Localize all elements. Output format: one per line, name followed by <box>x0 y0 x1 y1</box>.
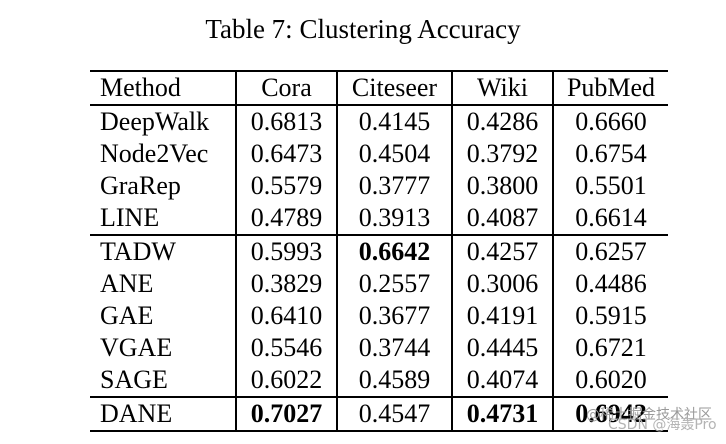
value-cell: 0.3800 <box>452 170 554 202</box>
method-cell: TADW <box>90 235 237 268</box>
table-row: LINE 0.4789 0.3913 0.4087 0.6614 <box>90 202 668 235</box>
value-cell: 0.6022 <box>236 364 338 397</box>
value-cell: 0.4257 <box>452 235 554 268</box>
value-cell: 0.4087 <box>452 202 554 235</box>
clustering-accuracy-table: Method Cora Citeseer Wiki PubMed DeepWalk 0.6… <box>90 70 668 432</box>
value-cell: 0.6754 <box>575 139 647 168</box>
value-cell: 0.6942 <box>575 399 647 428</box>
table-row: DeepWalk 0.6813 0.4145 0.4286 0.6660 <box>90 105 668 138</box>
method-cell: SAGE <box>90 364 237 397</box>
table-row: ANE 0.3829 0.2557 0.3006 0.4486 <box>90 268 668 300</box>
value-cell: 0.6473 <box>236 138 338 170</box>
column-header-pubmed: PubMed <box>566 73 656 102</box>
value-cell: 0.3913 <box>337 202 453 235</box>
value-cell: 0.5546 <box>236 332 338 364</box>
column-header-citeseer: Citeseer <box>337 71 453 105</box>
table-caption: Table 7: Clustering Accuracy <box>205 14 521 44</box>
value-cell: 0.6813 <box>236 105 338 138</box>
method-cell: GAE <box>90 300 237 332</box>
value-cell: 0.4589 <box>337 364 453 397</box>
value-cell: 0.7027 <box>236 397 338 431</box>
method-cell: GraRep <box>90 170 237 202</box>
value-cell: 0.2557 <box>337 268 453 300</box>
value-cell: 0.4486 <box>575 269 647 298</box>
column-header-cora: Cora <box>236 71 338 105</box>
table-row: DANE 0.7027 0.4547 0.4731 0.6942 <box>90 397 668 431</box>
value-cell: 0.6721 <box>575 333 647 362</box>
value-cell: 0.5993 <box>236 235 338 268</box>
value-cell: 0.5915 <box>575 301 647 330</box>
value-cell: 0.5501 <box>575 171 647 200</box>
value-cell: 0.4191 <box>452 300 554 332</box>
value-cell: 0.4074 <box>452 364 554 397</box>
method-cell: VGAE <box>90 332 237 364</box>
value-cell: 0.3829 <box>236 268 338 300</box>
method-cell: LINE <box>90 202 237 235</box>
table-row: SAGE 0.6022 0.4589 0.4074 0.6020 <box>90 364 668 397</box>
value-cell: 0.4445 <box>452 332 554 364</box>
table-header-row: Method Cora Citeseer Wiki PubMed <box>90 71 668 105</box>
value-cell: 0.3677 <box>337 300 453 332</box>
method-cell: ANE <box>90 268 237 300</box>
value-cell: 0.6410 <box>236 300 338 332</box>
value-cell: 0.3744 <box>337 332 453 364</box>
value-cell: 0.6642 <box>337 235 453 268</box>
method-cell: DANE <box>90 397 237 431</box>
value-cell: 0.4789 <box>236 202 338 235</box>
value-cell: 0.3792 <box>452 138 554 170</box>
method-cell: DeepWalk <box>90 105 237 138</box>
value-cell: 0.6660 <box>575 107 647 136</box>
value-cell: 0.6257 <box>575 237 647 266</box>
value-cell: 0.4504 <box>337 138 453 170</box>
value-cell: 0.5579 <box>236 170 338 202</box>
value-cell: 0.3777 <box>337 170 453 202</box>
table-row: GAE 0.6410 0.3677 0.4191 0.5915 <box>90 300 668 332</box>
table-row: GraRep 0.5579 0.3777 0.3800 0.5501 <box>90 170 668 202</box>
value-cell: 0.3006 <box>452 268 554 300</box>
value-cell: 0.4145 <box>337 105 453 138</box>
column-header-method: Method <box>90 71 237 105</box>
value-cell: 0.4731 <box>452 397 554 431</box>
value-cell: 0.6020 <box>575 365 647 394</box>
table-row: VGAE 0.5546 0.3744 0.4445 0.6721 <box>90 332 668 364</box>
value-cell: 0.4547 <box>337 397 453 431</box>
column-header-wiki: Wiki <box>452 71 554 105</box>
value-cell: 0.4286 <box>452 105 554 138</box>
table-body: DeepWalk 0.6813 0.4145 0.4286 0.6660 Node2Vec… <box>90 105 668 431</box>
value-cell: 0.6614 <box>575 203 647 232</box>
method-cell: Node2Vec <box>90 138 237 170</box>
table-row: TADW 0.5993 0.6642 0.4257 0.6257 <box>90 235 668 268</box>
table-row: Node2Vec 0.6473 0.4504 0.3792 0.6754 <box>90 138 668 170</box>
